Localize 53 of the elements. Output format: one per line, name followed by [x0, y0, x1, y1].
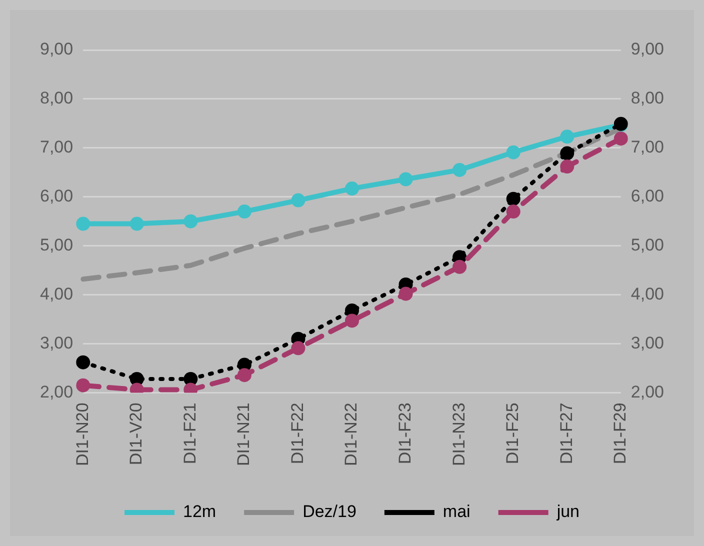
point [506, 192, 520, 206]
point [237, 204, 252, 219]
y-tick-label: 9,00 [40, 40, 74, 59]
point [452, 162, 467, 177]
point [560, 130, 574, 144]
x-tick-label: DI1-F22 [288, 402, 307, 464]
point [398, 286, 413, 301]
y-tick-label: 8,00 [40, 88, 74, 108]
point [130, 216, 144, 231]
point [506, 204, 520, 219]
point [237, 368, 252, 382]
point [398, 172, 413, 186]
y-tick-label: 4,00 [40, 284, 74, 304]
y-tick-label: 2,00 [40, 382, 74, 402]
y-tick-label: 3,00 [40, 333, 74, 352]
x-tick-label: DI1-F25 [503, 402, 522, 464]
point [506, 145, 520, 160]
legend-label: mai [442, 502, 470, 522]
x-tick-label: DI1-F27 [556, 402, 576, 464]
y2-tick-label: 5,00 [630, 236, 664, 255]
point [76, 378, 90, 392]
point [291, 341, 306, 356]
point [345, 182, 359, 196]
y-tick-label: 6,00 [40, 186, 74, 206]
x-tick-label: DI1-N21 [234, 402, 254, 466]
x-tick-label: DI1-N23 [449, 402, 468, 466]
y2-tick-label: 3,00 [630, 333, 664, 352]
legend-label: jun [556, 502, 580, 522]
point [560, 160, 574, 174]
point [291, 193, 306, 208]
y2-tick-label: 9,00 [630, 40, 664, 59]
y2-tick-label: 6,00 [630, 186, 664, 206]
x-tick-label: DI1-N20 [72, 402, 92, 466]
x-tick-label: DI1-V20 [126, 402, 146, 466]
point [184, 214, 198, 228]
y2-tick-label: 4,00 [630, 284, 664, 304]
legend-label: 12m [182, 502, 216, 522]
point [76, 216, 90, 231]
point [560, 146, 574, 160]
x-tick-label: DI1-F23 [395, 402, 414, 464]
point [76, 355, 90, 370]
x-tick-label: DI1-F21 [180, 402, 200, 464]
legend-label: Dez/19 [302, 502, 356, 522]
x-tick-label: DI1-F29 [610, 402, 630, 464]
y2-tick-label: 7,00 [630, 138, 664, 157]
point [345, 314, 359, 328]
y-tick-label: 5,00 [40, 236, 74, 255]
y2-tick-label: 8,00 [630, 88, 664, 108]
point [452, 260, 467, 274]
y-tick-label: 7,00 [40, 138, 74, 157]
y2-tick-label: 2,00 [630, 382, 664, 402]
x-tick-label: DI1-N22 [342, 402, 361, 466]
point [614, 132, 628, 146]
